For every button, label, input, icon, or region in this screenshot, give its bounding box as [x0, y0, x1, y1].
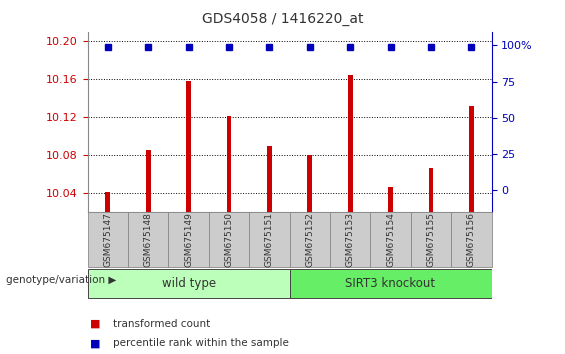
Text: GSM675156: GSM675156 [467, 212, 476, 267]
Bar [227, 116, 232, 212]
Bar [307, 155, 312, 212]
Bar [371, 212, 411, 267]
Bar [128, 212, 168, 267]
Bar [388, 187, 393, 212]
Bar [451, 212, 492, 267]
Text: genotype/variation ▶: genotype/variation ▶ [6, 275, 116, 285]
Bar [186, 81, 191, 212]
Text: GSM675149: GSM675149 [184, 212, 193, 267]
Bar [428, 168, 433, 212]
Text: GDS4058 / 1416220_at: GDS4058 / 1416220_at [202, 12, 363, 27]
Bar [469, 106, 474, 212]
Bar [267, 146, 272, 212]
Text: GSM675150: GSM675150 [224, 212, 233, 267]
Text: percentile rank within the sample: percentile rank within the sample [113, 338, 289, 348]
Text: SIRT3 knockout: SIRT3 knockout [345, 277, 436, 290]
Text: GSM675148: GSM675148 [144, 212, 153, 267]
Text: GSM675152: GSM675152 [305, 212, 314, 267]
Bar [209, 212, 249, 267]
Bar [290, 269, 492, 297]
Text: transformed count: transformed count [113, 319, 210, 329]
Text: GSM675147: GSM675147 [103, 212, 112, 267]
Bar [88, 269, 290, 297]
Text: wild type: wild type [162, 277, 216, 290]
Bar [290, 212, 330, 267]
Text: GSM675151: GSM675151 [265, 212, 274, 267]
Text: ■: ■ [90, 319, 101, 329]
Text: GSM675154: GSM675154 [386, 212, 395, 267]
Text: ■: ■ [90, 338, 101, 348]
Bar [249, 212, 289, 267]
Bar [347, 75, 353, 212]
Text: GSM675155: GSM675155 [427, 212, 436, 267]
Text: GSM675153: GSM675153 [346, 212, 355, 267]
Bar [88, 212, 128, 267]
Bar [330, 212, 371, 267]
Bar [105, 193, 110, 212]
Bar [146, 150, 151, 212]
Bar [168, 212, 209, 267]
Bar [411, 212, 451, 267]
